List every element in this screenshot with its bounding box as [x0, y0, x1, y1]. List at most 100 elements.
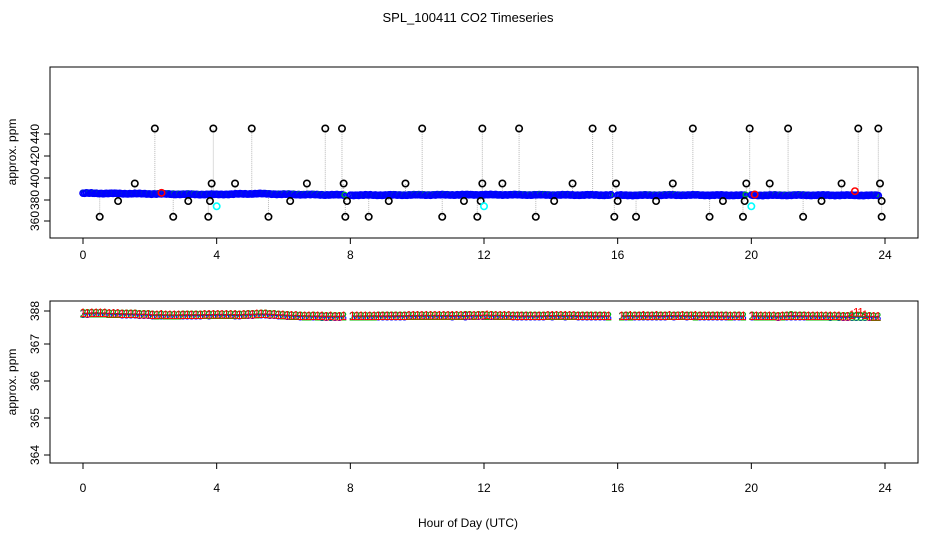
- outlier-point: [384, 197, 393, 206]
- series-2-point: 2: [736, 309, 743, 323]
- series-1-point: 1: [84, 306, 91, 320]
- outlier-point: [613, 197, 622, 206]
- series-1-point: 1: [749, 309, 756, 323]
- series-2-point: 2: [340, 310, 347, 324]
- red-point: [750, 190, 759, 199]
- series-3-point: 3: [701, 309, 708, 323]
- outlier-point: [321, 124, 330, 133]
- series-3-point: 3: [310, 310, 317, 324]
- series-3-point: 3: [306, 310, 313, 324]
- series-2-point: 2: [201, 308, 208, 322]
- series-3-point: 3: [670, 309, 677, 323]
- series-2-point: 2: [214, 308, 221, 322]
- series-2-point: 2: [336, 309, 343, 323]
- outlier-point: [130, 179, 139, 188]
- series-2-point: 2: [523, 309, 530, 323]
- series-3-point: 3: [93, 306, 100, 320]
- series-1-point: 1: [262, 307, 269, 321]
- series-3-point: 3: [866, 310, 873, 324]
- series-2-point: 2: [536, 309, 543, 323]
- series-points: [79, 124, 886, 221]
- outlier-point: [401, 179, 410, 188]
- series-1-point: 1: [627, 309, 634, 323]
- series-2-point: 2: [644, 309, 651, 323]
- series-2-point: 2: [284, 309, 291, 323]
- series-1-point: 1: [214, 307, 221, 321]
- series-1-point: 1: [110, 307, 117, 321]
- outlier-point: [765, 179, 774, 188]
- series-1-point: 1: [575, 309, 582, 323]
- series-1-point: 1: [236, 308, 243, 322]
- series-2-point: 2: [792, 309, 799, 323]
- series-2-point: 2: [727, 309, 734, 323]
- series-2-point: 2: [788, 309, 795, 323]
- series-2-point: 2: [136, 307, 143, 321]
- outlier-point: [95, 212, 104, 221]
- series-1-point: 1: [640, 309, 647, 323]
- series-1-point: 1: [97, 306, 104, 320]
- series-1-point: 1: [484, 308, 491, 322]
- series-3-point: 3: [327, 310, 334, 324]
- series-2-point: 2: [749, 309, 756, 323]
- series-3-point: 3: [405, 309, 412, 323]
- series-2-point: 2: [757, 310, 764, 324]
- series-3-point: 3: [831, 310, 838, 324]
- series-3-point: 3: [366, 309, 373, 323]
- series-3-point: 3: [601, 310, 608, 324]
- outlier-point: [738, 212, 747, 221]
- series-3-point: 3: [484, 309, 491, 323]
- series-3-point: 3: [453, 309, 460, 323]
- series-2-point: 2: [531, 309, 538, 323]
- x-tick-label: 4: [213, 481, 220, 495]
- outlier-point: [837, 179, 846, 188]
- outlier-point: [247, 124, 256, 133]
- outlier-point: [550, 197, 559, 206]
- outlier-point: [364, 212, 373, 221]
- series-3-point: 3: [236, 308, 243, 322]
- series-2-point: 2: [84, 306, 91, 320]
- series-1-point: 1: [371, 309, 378, 323]
- series-1-point: 1: [436, 309, 443, 323]
- series-2-point: 2: [471, 309, 478, 323]
- series-1-point: 1: [336, 309, 343, 323]
- series-3-point: 3: [375, 310, 382, 324]
- series-3-point: 3: [336, 310, 343, 324]
- outlier-point: [742, 179, 751, 188]
- series-1-point: 1: [540, 309, 547, 323]
- series-3-point: 3: [145, 308, 152, 322]
- series-3-point: 3: [770, 310, 777, 324]
- series-2-point: 2: [97, 306, 104, 320]
- series-3-point: 3: [84, 307, 91, 321]
- series-3-point: 3: [523, 310, 530, 324]
- series-2-point: 2: [405, 309, 412, 323]
- series-1-point: 1: [510, 309, 517, 323]
- outlier-point: [184, 197, 193, 206]
- series-3-point: 3: [432, 309, 439, 323]
- series-1-point: 1: [158, 308, 165, 322]
- series-1-point: 1: [618, 309, 625, 323]
- series-1-point: 1: [188, 308, 195, 322]
- series-1-point: 1: [523, 309, 530, 323]
- series-1-point: 1: [862, 308, 869, 322]
- series-1-point: 1: [327, 309, 334, 323]
- series-2-point: 2: [80, 307, 87, 321]
- series-1-point: 1: [167, 308, 174, 322]
- series-2-point: 2: [705, 309, 712, 323]
- series-1-point: 1: [492, 308, 499, 322]
- series-3-point: 3: [749, 310, 756, 324]
- series-3-point: 3: [558, 309, 565, 323]
- series-3-point: 3: [640, 309, 647, 323]
- series-1-point: 1: [514, 309, 521, 323]
- x-tick-label: 12: [477, 481, 491, 495]
- series-1-point: 1: [723, 309, 730, 323]
- series-2-point: 2: [440, 309, 447, 323]
- series-2-point: 2: [510, 309, 517, 323]
- series-1-point: 1: [710, 309, 717, 323]
- outlier-point: [478, 124, 487, 133]
- series-2-point: 2: [293, 309, 300, 323]
- series-3-point: 3: [154, 308, 161, 322]
- series-1-point: 1: [405, 309, 412, 323]
- series-3-point: 3: [809, 310, 816, 324]
- series-3-point: 3: [753, 309, 760, 323]
